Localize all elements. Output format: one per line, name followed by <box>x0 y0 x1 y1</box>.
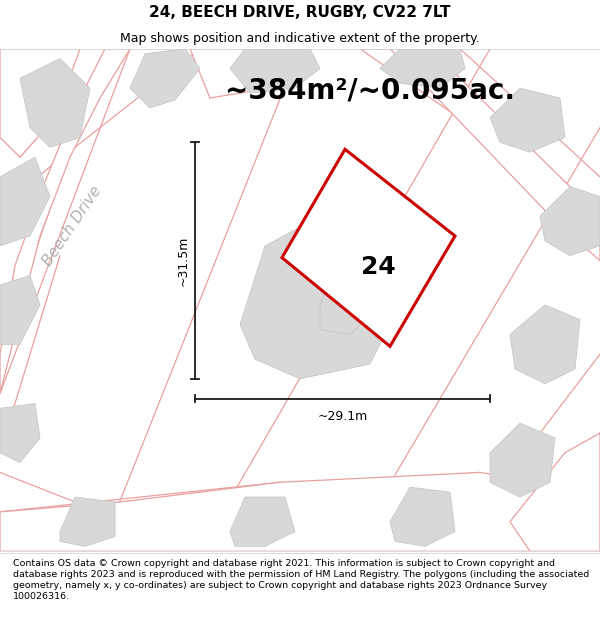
Polygon shape <box>130 49 200 108</box>
Text: Beech Drive: Beech Drive <box>40 184 104 269</box>
Polygon shape <box>320 266 375 334</box>
Polygon shape <box>390 488 455 546</box>
Polygon shape <box>510 305 580 384</box>
Polygon shape <box>60 497 115 546</box>
Text: 24: 24 <box>361 255 395 279</box>
Polygon shape <box>0 49 130 394</box>
Polygon shape <box>490 423 555 497</box>
Text: ~29.1m: ~29.1m <box>317 410 368 422</box>
Polygon shape <box>510 433 600 551</box>
Polygon shape <box>282 149 455 346</box>
Polygon shape <box>360 49 600 261</box>
Polygon shape <box>0 49 80 157</box>
Polygon shape <box>230 497 295 546</box>
Text: ~31.5m: ~31.5m <box>176 236 190 286</box>
Polygon shape <box>0 404 40 462</box>
Text: Map shows position and indicative extent of the property.: Map shows position and indicative extent… <box>120 31 480 44</box>
Text: Contains OS data © Crown copyright and database right 2021. This information is : Contains OS data © Crown copyright and d… <box>13 559 589 601</box>
Text: ~384m²/~0.095ac.: ~384m²/~0.095ac. <box>225 76 515 104</box>
Polygon shape <box>490 88 565 152</box>
Polygon shape <box>380 49 465 88</box>
Polygon shape <box>240 216 400 379</box>
Polygon shape <box>0 472 600 551</box>
Polygon shape <box>20 59 90 148</box>
Text: 24, BEECH DRIVE, RUGBY, CV22 7LT: 24, BEECH DRIVE, RUGBY, CV22 7LT <box>149 5 451 20</box>
Polygon shape <box>230 49 320 93</box>
Polygon shape <box>190 49 270 98</box>
Polygon shape <box>0 157 50 246</box>
Polygon shape <box>0 276 40 344</box>
Polygon shape <box>540 187 600 256</box>
